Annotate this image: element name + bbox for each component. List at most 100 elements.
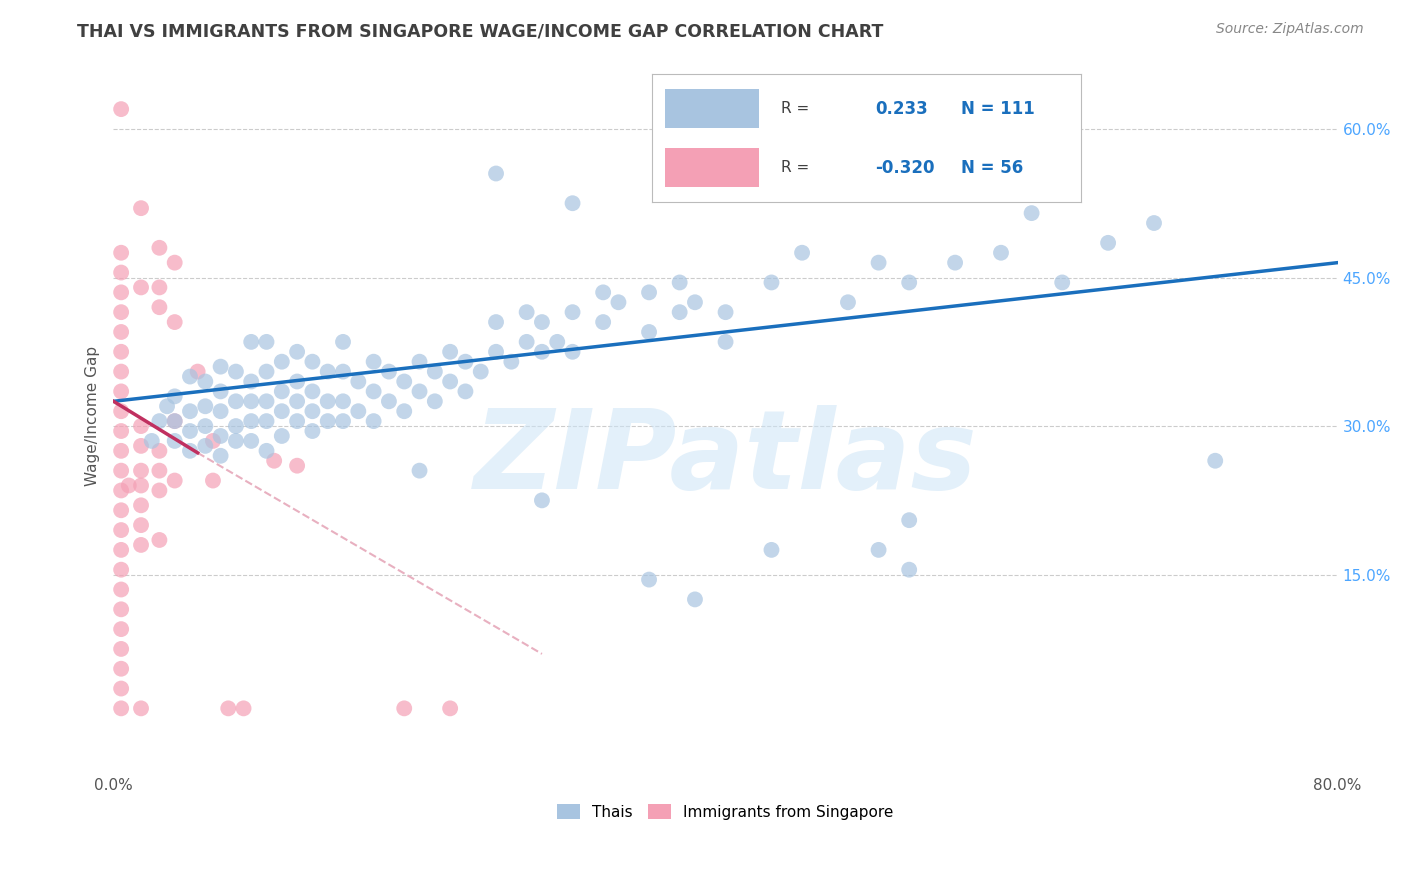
Point — [454, 354, 477, 368]
Y-axis label: Wage/Income Gap: Wage/Income Gap — [86, 346, 100, 486]
Point — [394, 701, 416, 715]
Point — [110, 701, 132, 715]
Point — [423, 365, 446, 379]
Point — [363, 384, 385, 399]
Point — [530, 315, 553, 329]
Point — [683, 592, 706, 607]
Point — [209, 404, 232, 418]
Point — [217, 701, 239, 715]
Point — [156, 399, 179, 413]
Point — [194, 439, 217, 453]
Point — [110, 464, 132, 478]
Point — [148, 280, 170, 294]
Point — [363, 414, 385, 428]
Point — [179, 369, 201, 384]
Point — [232, 701, 254, 715]
Point — [868, 167, 890, 181]
Point — [129, 538, 152, 552]
Point — [1097, 235, 1119, 250]
Point — [423, 394, 446, 409]
Point — [163, 414, 186, 428]
Point — [148, 443, 170, 458]
Point — [378, 365, 401, 379]
Point — [301, 384, 323, 399]
Point — [129, 464, 152, 478]
Point — [110, 582, 132, 597]
Point — [394, 404, 416, 418]
Point — [225, 419, 247, 434]
Point — [256, 334, 278, 349]
Point — [561, 305, 583, 319]
Point — [638, 285, 661, 300]
Point — [179, 404, 201, 418]
Point — [530, 344, 553, 359]
Point — [240, 375, 263, 389]
Point — [347, 375, 370, 389]
Point — [129, 701, 152, 715]
Point — [225, 365, 247, 379]
Point — [110, 483, 132, 498]
Point — [714, 305, 737, 319]
Point — [607, 295, 630, 310]
Point — [141, 434, 163, 448]
Text: Source: ZipAtlas.com: Source: ZipAtlas.com — [1216, 22, 1364, 37]
Point — [485, 344, 508, 359]
Point — [118, 478, 141, 492]
Point — [110, 365, 132, 379]
Point — [501, 354, 523, 368]
Point — [163, 474, 186, 488]
Point — [408, 384, 430, 399]
Point — [163, 389, 186, 403]
Point — [561, 344, 583, 359]
Point — [240, 394, 263, 409]
Point — [110, 384, 132, 399]
Point — [256, 443, 278, 458]
Point — [225, 394, 247, 409]
Point — [225, 434, 247, 448]
Point — [110, 602, 132, 616]
Point — [148, 483, 170, 498]
Point — [256, 365, 278, 379]
Point — [638, 573, 661, 587]
Point — [179, 424, 201, 438]
Point — [516, 334, 538, 349]
Point — [332, 334, 354, 349]
Point — [240, 434, 263, 448]
Point — [194, 419, 217, 434]
Point — [546, 334, 568, 349]
Point — [761, 276, 783, 290]
Point — [129, 280, 152, 294]
Point — [110, 523, 132, 537]
Point — [148, 241, 170, 255]
Point — [110, 344, 132, 359]
Point — [110, 662, 132, 676]
Point — [209, 359, 232, 374]
Point — [316, 414, 339, 428]
Point — [761, 542, 783, 557]
Point — [316, 394, 339, 409]
Point — [129, 518, 152, 533]
Point — [990, 245, 1012, 260]
Point — [316, 365, 339, 379]
Point — [209, 449, 232, 463]
Point — [837, 295, 859, 310]
Point — [301, 354, 323, 368]
Point — [179, 443, 201, 458]
Point — [1021, 206, 1043, 220]
Point — [110, 641, 132, 656]
Point — [898, 513, 921, 527]
Point — [110, 325, 132, 339]
Point — [561, 196, 583, 211]
Point — [256, 394, 278, 409]
Point — [201, 434, 224, 448]
Point — [110, 285, 132, 300]
Point — [256, 414, 278, 428]
Point — [209, 429, 232, 443]
Point — [263, 454, 285, 468]
Point — [1143, 216, 1166, 230]
Point — [129, 498, 152, 512]
Point — [898, 276, 921, 290]
Point — [270, 384, 292, 399]
Point — [516, 305, 538, 319]
Point — [110, 443, 132, 458]
